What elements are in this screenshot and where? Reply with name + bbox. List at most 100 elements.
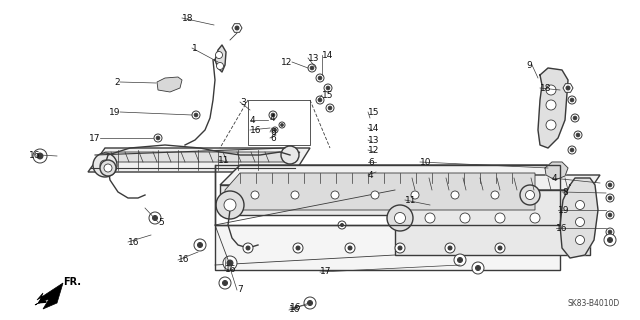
Text: 15: 15 xyxy=(368,108,380,116)
Text: 4: 4 xyxy=(270,114,276,123)
Circle shape xyxy=(394,212,406,223)
Circle shape xyxy=(460,213,470,223)
Circle shape xyxy=(216,62,223,69)
Polygon shape xyxy=(35,290,60,305)
Circle shape xyxy=(495,243,505,253)
Circle shape xyxy=(566,86,570,90)
Text: 16: 16 xyxy=(556,223,568,233)
Circle shape xyxy=(608,213,612,217)
Circle shape xyxy=(37,153,43,159)
Circle shape xyxy=(227,260,233,266)
Circle shape xyxy=(476,266,481,270)
Circle shape xyxy=(279,122,285,128)
Circle shape xyxy=(318,76,322,80)
Text: 16: 16 xyxy=(250,125,262,134)
Circle shape xyxy=(345,243,355,253)
Circle shape xyxy=(194,113,198,117)
Circle shape xyxy=(156,136,160,140)
Circle shape xyxy=(281,146,299,164)
Circle shape xyxy=(606,194,614,202)
Circle shape xyxy=(326,104,334,112)
Text: 5: 5 xyxy=(158,218,164,227)
Circle shape xyxy=(216,191,244,219)
Circle shape xyxy=(348,246,352,250)
Circle shape xyxy=(243,243,253,253)
Circle shape xyxy=(291,191,299,199)
Circle shape xyxy=(308,64,316,72)
Text: 11: 11 xyxy=(405,196,417,204)
Circle shape xyxy=(296,246,300,250)
Circle shape xyxy=(224,199,236,211)
Circle shape xyxy=(338,221,346,229)
Text: SK83-B4010D: SK83-B4010D xyxy=(568,299,620,308)
Text: 14: 14 xyxy=(322,51,333,60)
Polygon shape xyxy=(215,45,226,72)
Circle shape xyxy=(307,300,312,306)
Circle shape xyxy=(371,191,379,199)
Text: 8: 8 xyxy=(562,188,568,196)
Circle shape xyxy=(608,183,612,187)
Text: 2: 2 xyxy=(115,77,120,86)
Circle shape xyxy=(281,124,284,126)
Circle shape xyxy=(235,26,239,30)
Circle shape xyxy=(604,234,616,246)
Polygon shape xyxy=(395,190,590,255)
Text: 19: 19 xyxy=(109,108,120,116)
Circle shape xyxy=(520,185,540,205)
Circle shape xyxy=(546,120,556,130)
Circle shape xyxy=(246,246,250,250)
Circle shape xyxy=(223,256,237,270)
Polygon shape xyxy=(220,165,560,185)
Text: 12: 12 xyxy=(280,58,292,67)
Circle shape xyxy=(293,243,303,253)
Circle shape xyxy=(33,149,47,163)
Circle shape xyxy=(575,218,584,227)
Circle shape xyxy=(570,98,574,102)
Polygon shape xyxy=(215,225,560,270)
Text: 15: 15 xyxy=(322,91,333,100)
Circle shape xyxy=(608,196,612,200)
Circle shape xyxy=(568,146,576,154)
Text: 16: 16 xyxy=(128,237,140,246)
Text: 13: 13 xyxy=(368,135,380,145)
Circle shape xyxy=(104,164,112,172)
Circle shape xyxy=(576,133,580,137)
Circle shape xyxy=(324,84,332,92)
Polygon shape xyxy=(157,77,182,92)
Circle shape xyxy=(198,243,202,247)
Text: 18: 18 xyxy=(182,13,193,22)
Circle shape xyxy=(216,52,223,59)
Circle shape xyxy=(154,134,162,142)
Polygon shape xyxy=(538,68,568,148)
Text: 16: 16 xyxy=(29,150,40,159)
Circle shape xyxy=(316,96,324,104)
Text: 4: 4 xyxy=(552,173,557,182)
Text: 6: 6 xyxy=(270,127,276,137)
Circle shape xyxy=(546,100,556,110)
Text: 4: 4 xyxy=(368,171,374,180)
Circle shape xyxy=(573,116,577,120)
Text: 13: 13 xyxy=(308,53,319,62)
Circle shape xyxy=(304,297,316,309)
Text: 19: 19 xyxy=(558,205,570,214)
Circle shape xyxy=(606,228,614,236)
Circle shape xyxy=(100,160,110,170)
Text: 3: 3 xyxy=(240,98,246,107)
Circle shape xyxy=(571,114,579,122)
Circle shape xyxy=(606,181,614,189)
Circle shape xyxy=(495,213,505,223)
Circle shape xyxy=(251,191,259,199)
Polygon shape xyxy=(395,175,600,190)
Circle shape xyxy=(398,246,402,250)
Text: 1: 1 xyxy=(192,44,198,52)
Circle shape xyxy=(607,237,612,243)
Circle shape xyxy=(331,191,339,199)
Circle shape xyxy=(269,111,277,119)
Text: 17: 17 xyxy=(88,133,100,142)
Circle shape xyxy=(194,239,206,251)
Circle shape xyxy=(272,127,278,133)
Circle shape xyxy=(458,258,463,262)
Circle shape xyxy=(546,85,556,95)
Polygon shape xyxy=(232,24,242,32)
Text: FR.: FR. xyxy=(63,277,81,287)
